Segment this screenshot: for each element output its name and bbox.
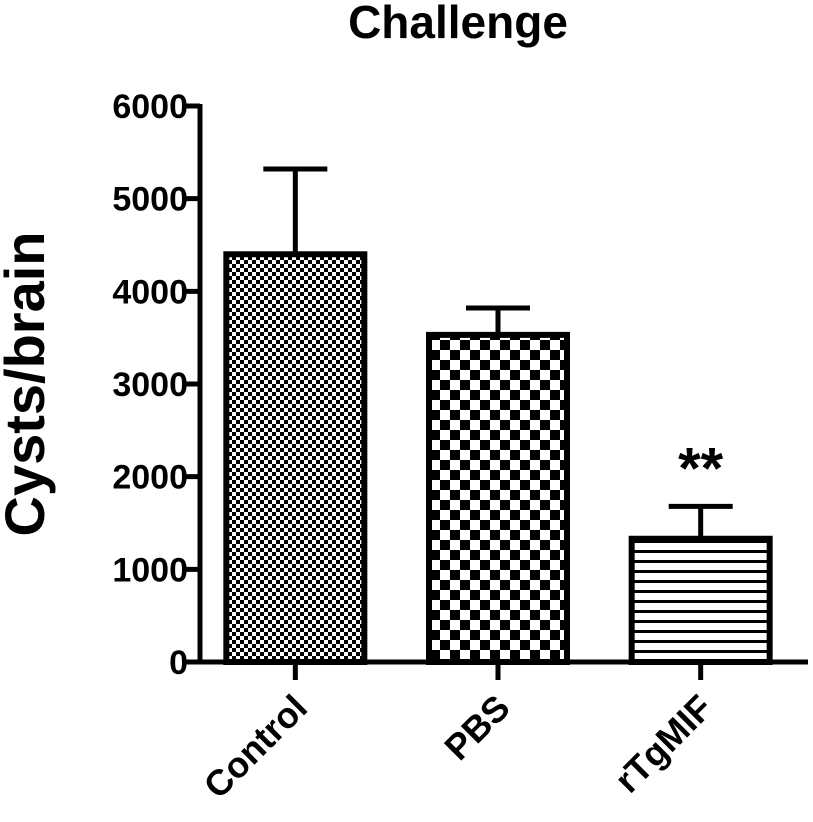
bar-rtgmif xyxy=(628,535,773,666)
y-tick-label: 4000 xyxy=(112,273,188,311)
y-tick-label: 5000 xyxy=(112,181,188,219)
y-tick-label: 0 xyxy=(169,644,188,682)
y-tick-label: 3000 xyxy=(112,366,188,404)
y-tick-label: 1000 xyxy=(112,551,188,589)
x-tick-label: PBS xyxy=(436,687,517,768)
y-tick-label: 2000 xyxy=(112,459,188,497)
chart-title: Challenge xyxy=(348,0,568,48)
y-ticks: 0 1000 2000 3000 4000 5000 6000 xyxy=(112,88,200,682)
x-ticks: Control PBS rTgMIF xyxy=(196,662,720,806)
y-axis-label: Cysts/brain xyxy=(0,232,56,537)
x-tick-label: Control xyxy=(196,687,315,806)
bar-control xyxy=(223,251,368,665)
bar-pbs xyxy=(426,331,570,665)
x-tick-label: rTgMIF xyxy=(606,687,720,801)
bars: ** xyxy=(223,166,773,666)
y-tick-label: 6000 xyxy=(112,88,188,126)
significance-marker: ** xyxy=(678,436,724,501)
